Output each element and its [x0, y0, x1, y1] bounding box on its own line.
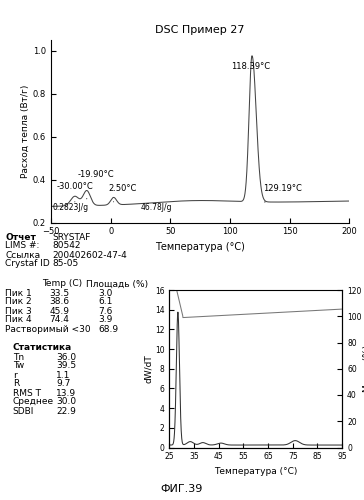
Text: Crystaf ID: Crystaf ID — [5, 260, 50, 268]
Text: 9.7: 9.7 — [56, 380, 71, 388]
Text: 13.9: 13.9 — [56, 388, 76, 398]
Text: 118.39°C: 118.39°C — [231, 62, 270, 71]
Text: Пик 4: Пик 4 — [5, 316, 32, 324]
Text: 85-05: 85-05 — [53, 260, 79, 268]
Text: SRYSTAF: SRYSTAF — [53, 232, 91, 241]
Text: 7.6: 7.6 — [98, 306, 112, 316]
Text: 74.4: 74.4 — [49, 316, 69, 324]
Text: Площадь (%): Площадь (%) — [86, 280, 148, 288]
Text: 129.19°C: 129.19°C — [264, 184, 302, 194]
Y-axis label: Масса (%): Масса (%) — [363, 345, 364, 393]
X-axis label: Температура (°C): Температура (°C) — [155, 242, 245, 252]
Text: 38.6: 38.6 — [49, 298, 69, 306]
Text: r: r — [13, 370, 16, 380]
Y-axis label: Расход тепла (Вт/г): Расход тепла (Вт/г) — [21, 84, 30, 178]
Text: 39.5: 39.5 — [56, 362, 76, 370]
Text: Статистика: Статистика — [13, 344, 72, 352]
Text: 80542: 80542 — [53, 242, 81, 250]
Text: 6.1: 6.1 — [98, 298, 112, 306]
Text: 30.0: 30.0 — [56, 398, 76, 406]
Text: 33.5: 33.5 — [49, 288, 69, 298]
Text: ФИГ.39: ФИГ.39 — [161, 484, 203, 494]
Text: 200402602-47-4: 200402602-47-4 — [53, 250, 127, 260]
Text: 22.9: 22.9 — [56, 406, 76, 416]
Text: Пик 1: Пик 1 — [5, 288, 32, 298]
Text: Пик 3: Пик 3 — [5, 306, 32, 316]
Text: RMS T: RMS T — [13, 388, 41, 398]
Text: Tw: Tw — [13, 362, 24, 370]
X-axis label: Температура (°C): Температура (°C) — [214, 467, 297, 476]
Text: Отчет: Отчет — [5, 232, 36, 241]
Text: Растворимый <30: Растворимый <30 — [5, 324, 91, 334]
Text: 68.9: 68.9 — [98, 324, 118, 334]
Text: Пик 2: Пик 2 — [5, 298, 32, 306]
Text: -30.00°C: -30.00°C — [57, 182, 94, 191]
Text: Среднее: Среднее — [13, 398, 54, 406]
Text: 46.78J/g: 46.78J/g — [141, 203, 172, 212]
Text: Tn: Tn — [13, 352, 24, 362]
Text: 36.0: 36.0 — [56, 352, 76, 362]
Text: Temp (C): Temp (C) — [42, 280, 82, 288]
Text: SDBI: SDBI — [13, 406, 34, 416]
Title: DSC Пример 27: DSC Пример 27 — [155, 25, 245, 35]
Text: 2.50°C: 2.50°C — [108, 184, 136, 194]
Text: 1.1: 1.1 — [56, 370, 71, 380]
Text: -19.90°C: -19.90°C — [77, 170, 114, 179]
Y-axis label: dW/dT: dW/dT — [145, 354, 153, 383]
Text: 45.9: 45.9 — [49, 306, 69, 316]
Text: LIMS #:: LIMS #: — [5, 242, 40, 250]
Text: 0.2823J/g: 0.2823J/g — [52, 203, 88, 212]
Text: Ссылка: Ссылка — [5, 250, 40, 260]
Text: 3.9: 3.9 — [98, 316, 112, 324]
Text: R: R — [13, 380, 19, 388]
Text: 3.0: 3.0 — [98, 288, 112, 298]
